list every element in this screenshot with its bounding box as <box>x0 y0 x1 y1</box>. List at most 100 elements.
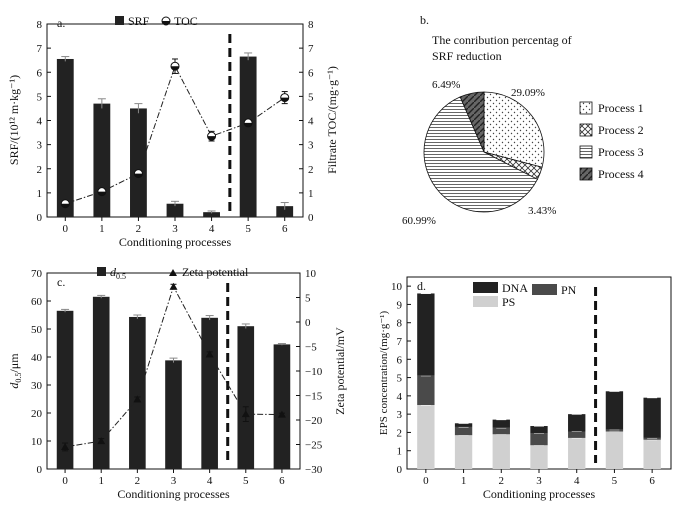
y2-tick-label: 4 <box>308 116 314 128</box>
x-tick-label: 3 <box>172 223 178 235</box>
legend-pn-swatch <box>532 284 557 295</box>
legend-d05-label: d0.5 <box>110 265 126 281</box>
bar-ps <box>454 435 473 469</box>
pie-value-label: 3.43% <box>528 205 556 217</box>
y-axis-label: d0.5/μm <box>7 353 23 389</box>
x-tick-label: 3 <box>171 475 177 487</box>
x-tick-label: 4 <box>209 223 215 235</box>
y-tick-label: 7 <box>397 336 403 348</box>
pie-value-label: 60.99% <box>402 215 436 227</box>
legend-srf-label: SRF <box>128 14 150 28</box>
y-tick-label: 8 <box>397 318 403 330</box>
y2-axis-label: Filtrate TOC/(mg·g⁻¹) <box>325 66 339 174</box>
x-axis-label: Conditioning processes <box>117 487 230 501</box>
x-axis-label: Conditioning processes <box>483 487 596 501</box>
y2-tick-label: −5 <box>305 342 317 354</box>
legend-swatch-process-3 <box>579 145 593 159</box>
y-tick-label: 2 <box>397 427 403 439</box>
bar-dna <box>530 426 548 434</box>
bar <box>92 296 110 469</box>
y-tick-label: 40 <box>31 352 43 364</box>
bar-pn <box>454 426 473 436</box>
x-tick-label: 1 <box>461 475 467 487</box>
y-tick-label: 60 <box>31 296 43 308</box>
x-tick-label: 5 <box>612 475 618 487</box>
y2-tick-label: 8 <box>308 19 314 31</box>
zeta-marker <box>169 282 178 290</box>
bar-ps <box>568 437 586 469</box>
bar-ps <box>605 431 624 469</box>
x-tick-label: 4 <box>574 475 580 487</box>
y-tick-label: 6 <box>397 354 403 366</box>
y2-tick-label: −10 <box>305 366 323 378</box>
legend-srf-swatch <box>115 16 124 25</box>
x-tick-label: 4 <box>207 475 213 487</box>
bar-pn <box>530 433 548 446</box>
y2-tick-label: 6 <box>308 67 314 79</box>
y-tick-label: 3 <box>37 140 43 152</box>
y-tick-label: 4 <box>37 116 43 128</box>
y2-tick-label: −15 <box>305 391 323 403</box>
legend-label-process-2: Process 2 <box>598 123 644 137</box>
y2-tick-label: 2 <box>308 164 314 176</box>
bar-pn <box>492 427 510 435</box>
y-tick-label: 0 <box>37 212 43 224</box>
panel-c: 0 10 20 30 40 50 60 70 −30 −25 −20 −15 −10 −5 0 5 10 0 1 2 3… <box>7 265 347 501</box>
panel-letter: c. <box>57 275 65 289</box>
panel-letter: d. <box>417 279 426 293</box>
y-tick-label: 3 <box>397 409 403 421</box>
legend-dna-swatch <box>473 282 498 293</box>
bar-pn <box>417 375 435 405</box>
bar <box>239 56 257 217</box>
bar <box>130 108 147 217</box>
legend-d05-swatch <box>97 267 106 276</box>
zeta-marker <box>133 395 142 403</box>
panel-letter: b. <box>420 13 429 27</box>
y-tick-label: 10 <box>31 436 43 448</box>
pie-title-line2: SRF reduction <box>432 49 502 63</box>
pie-slice-process-4 <box>459 91 485 153</box>
y-tick-label: 30 <box>31 380 43 392</box>
y-tick-label: 1 <box>37 188 43 200</box>
x-tick-label: 0 <box>63 223 69 235</box>
y2-tick-label: 10 <box>305 268 317 280</box>
legend-ps-label: PS <box>502 295 515 309</box>
panel-a: 0 1 2 3 4 5 6 7 8 0 1 2 3 4 5 6 7 8 0 1 2 3 4 5 6 Conditioning pr… <box>7 14 339 249</box>
x-tick-label: 6 <box>279 475 285 487</box>
bar-ps <box>530 445 548 469</box>
zeta-marker <box>61 442 70 450</box>
bar-dna <box>568 414 586 432</box>
bar-dna <box>454 423 473 427</box>
bar <box>165 360 182 469</box>
toc-marker-half <box>61 203 70 208</box>
x-tick-label: 6 <box>649 475 655 487</box>
y-tick-label: 9 <box>397 299 403 311</box>
legend-toc-label: TOC <box>174 14 198 28</box>
toc-marker-half <box>244 122 253 127</box>
y-tick-label: 6 <box>37 67 43 79</box>
y2-tick-label: 1 <box>308 188 314 200</box>
y-tick-label: 7 <box>37 43 43 55</box>
pie-slice-process-1 <box>483 91 545 168</box>
panel-d: 0 1 2 3 4 5 6 7 8 9 10 0 1 2 3 4 5 6 Conditioning processe… <box>378 276 672 501</box>
y2-tick-label: 7 <box>308 43 314 55</box>
y-tick-label: 50 <box>31 324 43 336</box>
toc-marker-half <box>134 173 143 178</box>
x-tick-label: 0 <box>423 475 429 487</box>
x-tick-label: 5 <box>245 223 251 235</box>
legend-toc-marker-half <box>162 21 170 25</box>
y2-tick-label: 5 <box>305 293 311 305</box>
bar-dna <box>605 391 624 430</box>
legend-label-process-4: Process 4 <box>598 167 644 181</box>
bar-dna <box>643 397 661 438</box>
legend-ps-swatch <box>473 296 498 307</box>
bar <box>203 212 220 217</box>
y-tick-label: 2 <box>37 164 43 176</box>
toc-marker-half <box>97 191 106 196</box>
x-tick-label: 5 <box>243 475 249 487</box>
x-tick-label: 1 <box>98 475 104 487</box>
bar-pn <box>643 437 661 440</box>
zeta-marker <box>277 410 286 418</box>
y2-tick-label: 3 <box>308 140 314 152</box>
